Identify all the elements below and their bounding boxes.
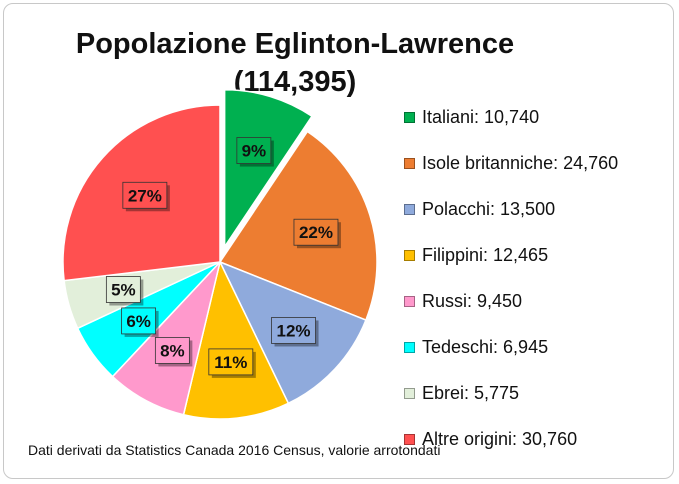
legend-swatch-tedeschi bbox=[404, 341, 415, 353]
legend-item-russi: Russi: 9,450 bbox=[404, 279, 618, 325]
legend-label-ebrei: Ebrei: 5,775 bbox=[422, 382, 520, 403]
legend: Italiani: 10,740 Isole britanniche: 24,7… bbox=[404, 95, 618, 462]
pie-label-italiani: 9% bbox=[236, 137, 274, 167]
legend-item-altre-origini: Altre origini: 30,760 bbox=[404, 416, 618, 462]
legend-label-italiani: Italiani: 10,740 bbox=[422, 107, 540, 128]
legend-label-russi: Russi: 9,450 bbox=[422, 291, 523, 311]
legend-swatch-ebrei bbox=[404, 387, 415, 399]
chart-title: Popolazione Eglinton-Lawrence bbox=[75, 28, 515, 60]
legend-label-altre-origini: Altre origini: 30,760 bbox=[422, 428, 578, 449]
pie-label-text: 8% bbox=[160, 341, 185, 360]
pie-slice-italiani bbox=[223, 88, 314, 250]
pie-label-text: 11% bbox=[214, 353, 247, 372]
legend-item-filippini: Filippini: 12,465 bbox=[404, 233, 618, 279]
pie-label-altre-origini: 27% bbox=[122, 181, 170, 212]
pie-label-text: 12% bbox=[277, 321, 311, 340]
legend-label-isole-britanniche: Isole britanniche: 24,760 bbox=[422, 153, 619, 174]
pie-label-box bbox=[154, 337, 190, 364]
pie-slice-filippini bbox=[182, 259, 290, 420]
pie-label-box bbox=[293, 218, 339, 246]
legend-swatch-polacchi bbox=[404, 204, 415, 216]
legend-item-isole-britanniche: Isole britanniche: 24,760 bbox=[404, 141, 618, 187]
pie-label-filippini: 11% bbox=[208, 348, 256, 378]
legend-swatch-filippini bbox=[404, 250, 415, 262]
pie-label-text: 6% bbox=[126, 312, 151, 331]
pie-label-box bbox=[271, 317, 316, 344]
pie-label-russi: 8% bbox=[154, 337, 193, 367]
pie-label-ebrei: 5% bbox=[105, 276, 144, 306]
pie-label-box bbox=[122, 181, 168, 209]
pie-label-box bbox=[208, 348, 254, 376]
pie-label-text: 22% bbox=[299, 223, 333, 242]
legend-label-tedeschi: Tedeschi: 6,945 bbox=[422, 336, 549, 357]
pie-label-isole-britanniche: 22% bbox=[293, 218, 341, 249]
pie-label-box bbox=[236, 137, 272, 164]
legend-item-italiani: Italiani: 10,740 bbox=[404, 95, 618, 141]
legend-swatch-italiani bbox=[404, 112, 415, 124]
legend-label-filippini: Filippini: 12,465 bbox=[422, 245, 549, 266]
pie-label-polacchi: 12% bbox=[271, 317, 319, 347]
pie-label-text: 5% bbox=[111, 281, 136, 300]
legend-swatch-altre-origini bbox=[404, 433, 415, 445]
pie-label-tedeschi: 6% bbox=[121, 307, 159, 337]
legend-item-tedeschi: Tedeschi: 6,945 bbox=[404, 324, 618, 370]
pie-label-box bbox=[121, 307, 157, 335]
legend-item-polacchi: Polacchi: 13,500 bbox=[404, 187, 618, 233]
legend-swatch-russi bbox=[404, 296, 415, 307]
legend-label-polacchi: Polacchi: 13,500 bbox=[422, 199, 556, 220]
source-note: Dati derivati da Statistics Canada 2016 … bbox=[28, 442, 441, 458]
pie-label-box bbox=[105, 276, 141, 303]
legend-swatch-isole-britanniche bbox=[404, 158, 415, 170]
pie-label-text: 27% bbox=[128, 186, 162, 205]
legend-item-ebrei: Ebrei: 5,775 bbox=[404, 370, 618, 416]
pie-label-text: 9% bbox=[242, 142, 267, 161]
